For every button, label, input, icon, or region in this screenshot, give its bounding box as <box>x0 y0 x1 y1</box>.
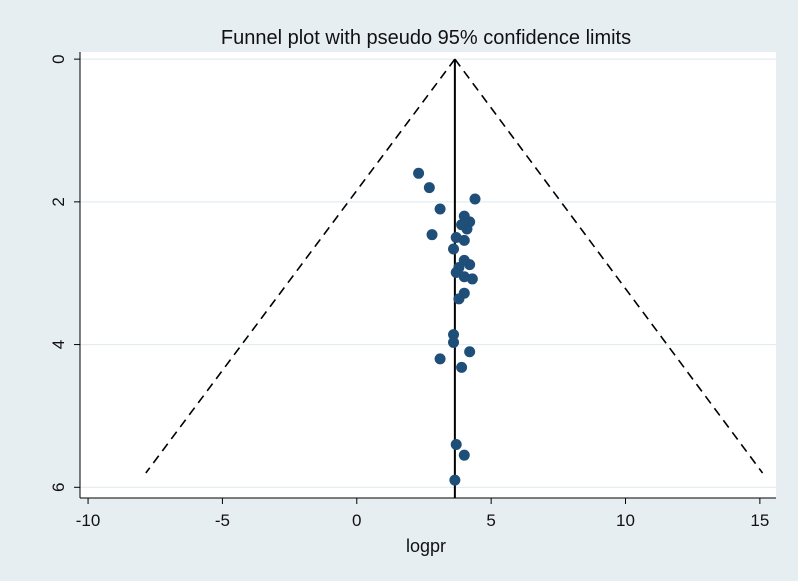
ci-upper-line <box>454 58 764 474</box>
x-axis-label: logpr <box>406 536 446 556</box>
study-point <box>449 474 461 486</box>
study-point <box>469 193 481 205</box>
study-point <box>434 203 446 215</box>
study-point <box>448 243 460 255</box>
x-tick-label: -5 <box>215 511 230 530</box>
study-point <box>458 234 470 246</box>
study-point <box>453 293 465 305</box>
y-tick-label: 0 <box>49 54 68 63</box>
gridlines <box>80 58 776 488</box>
plot-area <box>80 52 776 498</box>
x-tick-label: 0 <box>352 511 361 530</box>
study-point <box>434 353 446 365</box>
y-tick-label: 4 <box>49 340 68 349</box>
study-point <box>448 329 460 341</box>
chart-title: Funnel plot with pseudo 95% confidence l… <box>221 27 631 49</box>
axes: 0 2 4 6 -10 -5 0 5 10 15 <box>49 52 776 530</box>
study-point <box>450 438 462 450</box>
study-point <box>450 267 462 279</box>
study-point <box>458 449 470 461</box>
y-tick-label: 6 <box>49 483 68 492</box>
study-point <box>466 273 478 285</box>
x-tick-label: 10 <box>616 511 635 530</box>
study-point <box>461 223 473 235</box>
x-tick-label: -10 <box>76 511 101 530</box>
study-points <box>413 167 481 486</box>
study-point <box>423 182 435 194</box>
funnel-lines <box>145 58 764 498</box>
y-tick-label: 2 <box>49 197 68 206</box>
ci-lower-line <box>145 58 456 474</box>
study-point <box>426 229 438 241</box>
x-tick-label: 15 <box>750 511 769 530</box>
study-point <box>456 361 468 373</box>
study-point <box>413 167 425 179</box>
study-point <box>448 336 460 348</box>
study-point <box>464 259 476 271</box>
x-tick-label: 5 <box>486 511 495 530</box>
study-point <box>464 346 476 358</box>
